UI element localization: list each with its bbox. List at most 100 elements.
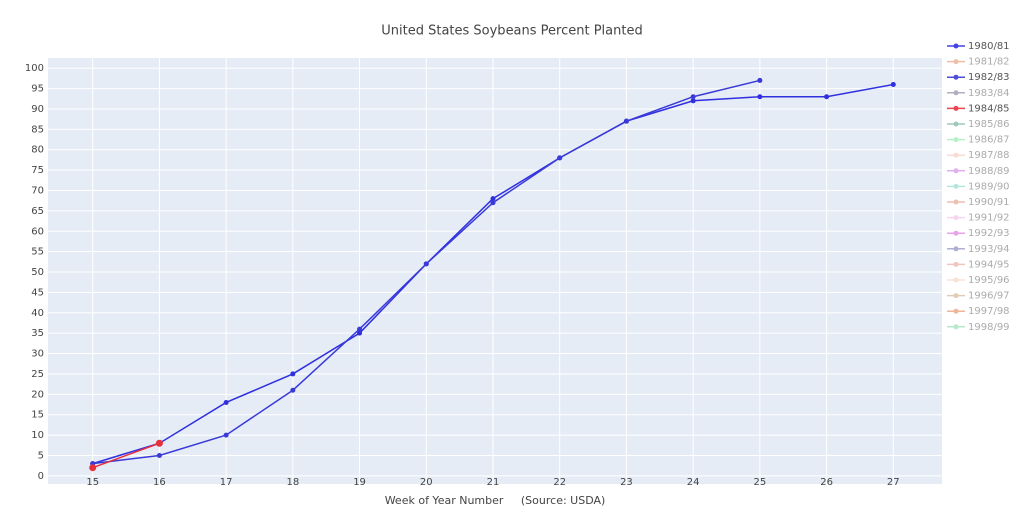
point (690, 98, 696, 104)
point (490, 196, 496, 202)
point (690, 94, 696, 100)
legend-item[interactable]: 1988/89 (947, 166, 1010, 177)
legend-marker (953, 199, 959, 205)
legend-item[interactable]: 1993/94 (947, 244, 1010, 255)
legend-marker (953, 215, 959, 221)
legend-item[interactable]: 1994/95 (947, 259, 1010, 270)
plot-area (48, 58, 942, 484)
legend-marker (953, 59, 959, 65)
point (223, 399, 229, 405)
point (757, 77, 763, 83)
x-tick-label: 16 (153, 477, 166, 488)
legend-label: 1995/96 (968, 275, 1010, 286)
legend-label: 1983/84 (968, 88, 1010, 99)
y-tick-label: 35 (31, 328, 44, 339)
x-tick-label: 27 (887, 477, 900, 488)
x-tick-label: 22 (553, 477, 566, 488)
legend-label: 1998/99 (968, 322, 1010, 333)
x-tick-label: 23 (620, 477, 633, 488)
y-tick-label: 70 (31, 185, 44, 196)
x-tick-label: 26 (820, 477, 833, 488)
x-tick-label: 21 (487, 477, 500, 488)
point (890, 81, 896, 87)
point (490, 200, 496, 206)
y-tick-label: 55 (31, 247, 44, 258)
legend-item[interactable]: 1987/88 (947, 150, 1010, 161)
y-tick-label: 100 (25, 63, 44, 74)
y-tick-label: 85 (31, 124, 44, 135)
legend-marker (953, 90, 959, 96)
point (557, 155, 563, 161)
legend-item[interactable]: 1995/96 (947, 275, 1010, 286)
point (824, 94, 830, 100)
x-tick-label: 17 (220, 477, 233, 488)
legend-label: 1997/98 (968, 306, 1010, 317)
legend-marker (953, 183, 959, 189)
legend-item[interactable]: 1982/83 (947, 72, 1010, 83)
point (357, 330, 363, 336)
y-tick-label: 30 (31, 349, 44, 360)
y-tick-label: 10 (31, 430, 44, 441)
legend-label: 1989/90 (968, 181, 1010, 192)
legend-item[interactable]: 1992/93 (947, 228, 1010, 239)
legend-item[interactable]: 1997/98 (947, 306, 1010, 317)
legend-item[interactable]: 1983/84 (947, 88, 1010, 99)
x-axis-title: Week of Year Number (Source: USDA) (385, 494, 606, 507)
legend-label: 1991/92 (968, 213, 1010, 224)
legend-marker (953, 105, 959, 111)
point (155, 439, 163, 447)
y-tick-label: 5 (38, 450, 44, 461)
legend-item[interactable]: 1990/91 (947, 197, 1010, 208)
y-tick-label: 95 (31, 84, 44, 95)
point (757, 94, 763, 100)
legend-marker (953, 43, 959, 49)
legend-item[interactable]: 1981/82 (947, 57, 1010, 68)
legend-label: 1984/85 (968, 103, 1010, 114)
y-tick-label: 20 (31, 389, 44, 400)
legend-label: 1993/94 (968, 244, 1010, 255)
y-tick-label: 60 (31, 226, 44, 237)
x-tick-label: 15 (86, 477, 99, 488)
x-tick-label: 20 (420, 477, 433, 488)
point (156, 452, 162, 458)
legend-marker (953, 246, 959, 252)
x-tick-label: 18 (286, 477, 299, 488)
legend-item[interactable]: 1998/99 (947, 322, 1010, 333)
point (290, 371, 296, 377)
legend-marker (953, 152, 959, 158)
legend-item[interactable]: 1986/87 (947, 135, 1010, 146)
legend-marker (953, 168, 959, 174)
y-tick-label: 65 (31, 206, 44, 217)
y-tick-label: 40 (31, 308, 44, 319)
legend-label: 1988/89 (968, 166, 1010, 177)
legend-item[interactable]: 1985/86 (947, 119, 1010, 130)
legend-item[interactable]: 1996/97 (947, 291, 1010, 302)
legend-label: 1996/97 (968, 291, 1010, 302)
legend-item[interactable]: 1980/81 (947, 41, 1010, 52)
legend-item[interactable]: 1989/90 (947, 181, 1010, 192)
legend-marker (953, 293, 959, 299)
chart-title: United States Soybeans Percent Planted (381, 24, 642, 39)
x-tick-label: 19 (353, 477, 366, 488)
legend-marker (953, 308, 959, 314)
legend-label: 1990/91 (968, 197, 1010, 208)
y-tick-label: 50 (31, 267, 44, 278)
legend-label: 1985/86 (968, 119, 1010, 130)
point (357, 326, 363, 332)
point (623, 118, 629, 124)
y-tick-label: 45 (31, 287, 44, 298)
legend-item[interactable]: 1984/85 (947, 103, 1010, 114)
legend-label: 1982/83 (968, 72, 1010, 83)
y-tick-label: 0 (38, 471, 44, 482)
legend-marker (953, 324, 959, 330)
legend-label: 1992/93 (968, 228, 1010, 239)
legend-item[interactable]: 1991/92 (947, 213, 1010, 224)
legend-label: 1987/88 (968, 150, 1010, 161)
y-tick-label: 80 (31, 145, 44, 156)
legend-marker (953, 74, 959, 80)
series-line (92, 442, 160, 469)
x-tick-label: 25 (753, 477, 766, 488)
legend-marker (953, 261, 959, 267)
y-tick-label: 75 (31, 165, 44, 176)
